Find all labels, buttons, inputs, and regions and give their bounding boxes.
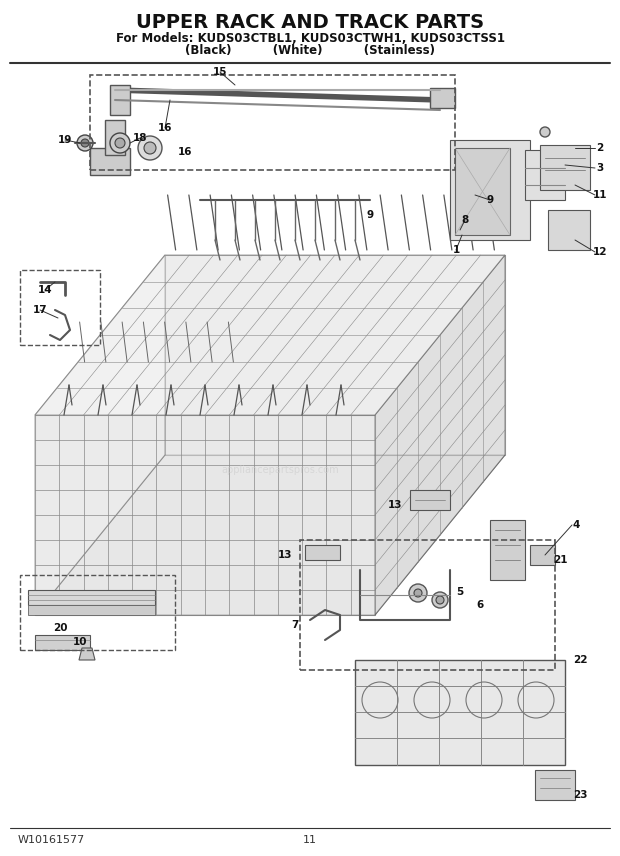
Bar <box>20 575 175 650</box>
Polygon shape <box>105 120 125 155</box>
Polygon shape <box>165 255 505 455</box>
Text: 17: 17 <box>33 305 47 315</box>
Text: 8: 8 <box>461 215 469 225</box>
Text: 1: 1 <box>453 245 459 255</box>
Text: (Black)          (White)          (Stainless): (Black) (White) (Stainless) <box>185 44 435 56</box>
Text: 21: 21 <box>553 555 567 565</box>
Polygon shape <box>530 545 555 565</box>
Circle shape <box>138 136 162 160</box>
Text: 20: 20 <box>53 623 67 633</box>
Polygon shape <box>535 770 575 800</box>
Polygon shape <box>355 660 565 765</box>
Text: 2: 2 <box>596 143 604 153</box>
Text: 13: 13 <box>388 500 402 510</box>
Text: 18: 18 <box>133 133 148 143</box>
Polygon shape <box>410 490 450 510</box>
Polygon shape <box>35 255 505 415</box>
Circle shape <box>77 135 93 151</box>
Polygon shape <box>28 605 155 615</box>
Text: 9: 9 <box>487 195 494 205</box>
Polygon shape <box>35 255 165 615</box>
Circle shape <box>540 127 550 137</box>
Text: UPPER RACK AND TRACK PARTS: UPPER RACK AND TRACK PARTS <box>136 13 484 32</box>
Circle shape <box>432 592 448 608</box>
Text: 11: 11 <box>303 835 317 845</box>
Polygon shape <box>305 545 340 560</box>
Text: 14: 14 <box>38 285 52 295</box>
Polygon shape <box>490 520 525 580</box>
Text: 23: 23 <box>573 790 587 800</box>
Text: For Models: KUDS03CTBL1, KUDS03CTWH1, KUDS03CTSS1: For Models: KUDS03CTBL1, KUDS03CTWH1, KU… <box>115 32 505 45</box>
Polygon shape <box>430 88 455 108</box>
Text: 15: 15 <box>213 67 228 77</box>
Polygon shape <box>548 210 590 250</box>
Polygon shape <box>110 85 130 115</box>
Circle shape <box>81 139 89 147</box>
Circle shape <box>144 142 156 154</box>
Text: appliancepartspros.com: appliancepartspros.com <box>221 465 339 475</box>
Polygon shape <box>375 255 505 615</box>
Polygon shape <box>35 455 505 615</box>
Bar <box>90 75 455 170</box>
Circle shape <box>414 589 422 597</box>
Polygon shape <box>79 648 95 660</box>
Text: 16: 16 <box>157 123 172 133</box>
Text: 7: 7 <box>291 620 299 630</box>
Text: 3: 3 <box>596 163 604 173</box>
Text: 5: 5 <box>456 587 464 597</box>
Text: 11: 11 <box>593 190 607 200</box>
Polygon shape <box>540 145 590 190</box>
Text: 22: 22 <box>573 655 587 665</box>
Text: 9: 9 <box>366 210 374 220</box>
Polygon shape <box>35 415 375 615</box>
Bar <box>300 540 555 670</box>
Polygon shape <box>28 590 155 605</box>
Polygon shape <box>455 148 510 235</box>
Circle shape <box>409 584 427 602</box>
Text: 4: 4 <box>572 520 580 530</box>
Text: 6: 6 <box>476 600 484 610</box>
Circle shape <box>436 596 444 604</box>
Text: 12: 12 <box>593 247 607 257</box>
Text: W10161577: W10161577 <box>18 835 86 845</box>
Text: 10: 10 <box>73 637 87 647</box>
Circle shape <box>110 133 130 153</box>
Polygon shape <box>525 150 565 200</box>
Polygon shape <box>35 635 90 650</box>
Text: 19: 19 <box>58 135 72 145</box>
Polygon shape <box>450 140 530 240</box>
Bar <box>20 270 100 345</box>
Text: 16: 16 <box>178 147 192 157</box>
Polygon shape <box>90 148 130 175</box>
Text: 13: 13 <box>278 550 292 560</box>
Circle shape <box>115 138 125 148</box>
